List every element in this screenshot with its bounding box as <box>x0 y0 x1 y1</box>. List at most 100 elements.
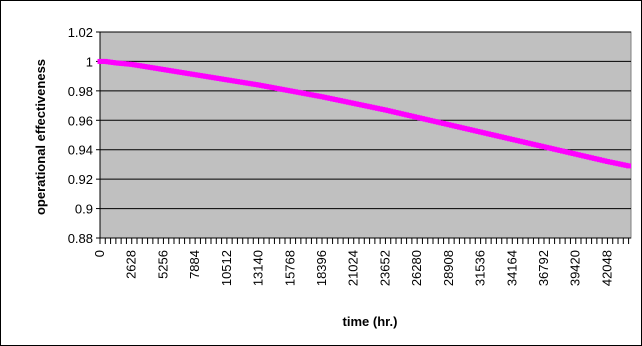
data-point <box>367 104 373 110</box>
data-point <box>552 146 558 152</box>
data-point <box>520 139 526 145</box>
data-point <box>406 113 412 119</box>
data-point <box>192 72 198 78</box>
y-tick-label: 1.02 <box>68 25 93 40</box>
plot-area <box>99 31 632 239</box>
data-point <box>253 82 259 88</box>
data-point <box>525 140 531 146</box>
data-point <box>496 133 502 139</box>
data-point <box>168 68 174 74</box>
data-point <box>583 154 589 160</box>
data-point <box>282 87 288 93</box>
series-layer <box>97 58 632 169</box>
data-point <box>187 71 193 77</box>
data-point <box>443 121 449 127</box>
data-point <box>454 124 460 130</box>
data-point <box>599 157 605 163</box>
data-point <box>303 91 309 97</box>
data-point <box>515 138 521 144</box>
data-point <box>163 67 169 73</box>
data-point <box>602 158 608 164</box>
data-point <box>409 113 415 119</box>
data-point <box>338 98 344 104</box>
data-point <box>269 84 275 90</box>
data-point <box>332 97 338 103</box>
data-point <box>110 60 116 66</box>
data-point <box>604 158 610 164</box>
y-tick-label: 0.92 <box>68 172 93 187</box>
data-point <box>486 131 492 137</box>
data-point <box>430 118 436 124</box>
x-tick-label: 23652 <box>377 250 392 286</box>
data-point <box>377 106 383 112</box>
x-tick-label: 28908 <box>441 250 456 286</box>
data-point <box>234 79 240 85</box>
data-point <box>499 134 505 140</box>
data-point <box>541 144 547 150</box>
data-point <box>290 88 296 94</box>
x-tick-label: 5256 <box>155 250 170 279</box>
data-point <box>594 156 600 162</box>
data-point <box>121 61 127 67</box>
data-point <box>401 111 407 117</box>
data-point <box>554 147 560 153</box>
data-point <box>266 84 272 90</box>
data-point <box>618 161 624 167</box>
y-tick-label: 1 <box>86 54 93 69</box>
data-point <box>211 75 217 81</box>
x-tick-label: 21024 <box>346 250 361 286</box>
data-point <box>171 68 177 74</box>
data-point <box>335 97 341 103</box>
data-point <box>478 129 484 135</box>
data-point <box>459 125 465 131</box>
data-point <box>398 111 404 117</box>
data-point <box>549 146 555 152</box>
x-axis-title: time (hr.) <box>343 314 398 329</box>
data-point <box>570 151 576 157</box>
data-point <box>586 154 592 160</box>
data-point <box>575 152 581 158</box>
data-point <box>134 62 140 68</box>
data-point <box>102 58 108 64</box>
y-tick-label: 0.94 <box>68 143 93 158</box>
data-point <box>221 76 227 82</box>
y-tick-label: 0.96 <box>68 113 93 128</box>
data-point <box>351 100 357 106</box>
data-point <box>160 67 166 73</box>
data-point <box>145 64 151 70</box>
data-point <box>396 110 402 116</box>
data-point <box>261 83 267 89</box>
data-point <box>166 67 172 73</box>
data-point <box>147 64 153 70</box>
data-point <box>150 65 156 71</box>
data-point <box>213 75 219 81</box>
data-point <box>483 130 489 136</box>
data-point <box>319 94 325 100</box>
data-point <box>308 92 314 98</box>
data-point <box>385 108 391 114</box>
gridlines <box>100 31 631 239</box>
data-point <box>100 58 106 64</box>
x-axis: 0 2628 5256 7884 10512 13140 15768 18396 21024 23… <box>92 237 631 286</box>
data-point <box>504 135 510 141</box>
data-point <box>139 63 145 69</box>
data-point <box>316 93 322 99</box>
data-point <box>356 101 362 107</box>
data-point <box>567 150 573 156</box>
data-point <box>131 62 137 68</box>
data-point <box>456 124 462 130</box>
data-point <box>224 77 230 83</box>
data-point <box>449 122 455 128</box>
data-point <box>536 143 542 149</box>
data-point <box>184 70 190 76</box>
data-point <box>105 59 111 65</box>
data-point <box>419 116 425 122</box>
data-point <box>414 114 420 120</box>
data-point <box>462 125 468 131</box>
data-point <box>438 120 444 126</box>
data-point <box>137 63 143 69</box>
data-point <box>597 157 603 163</box>
data-point <box>264 83 270 89</box>
data-point <box>491 132 497 138</box>
data-point <box>208 74 214 80</box>
